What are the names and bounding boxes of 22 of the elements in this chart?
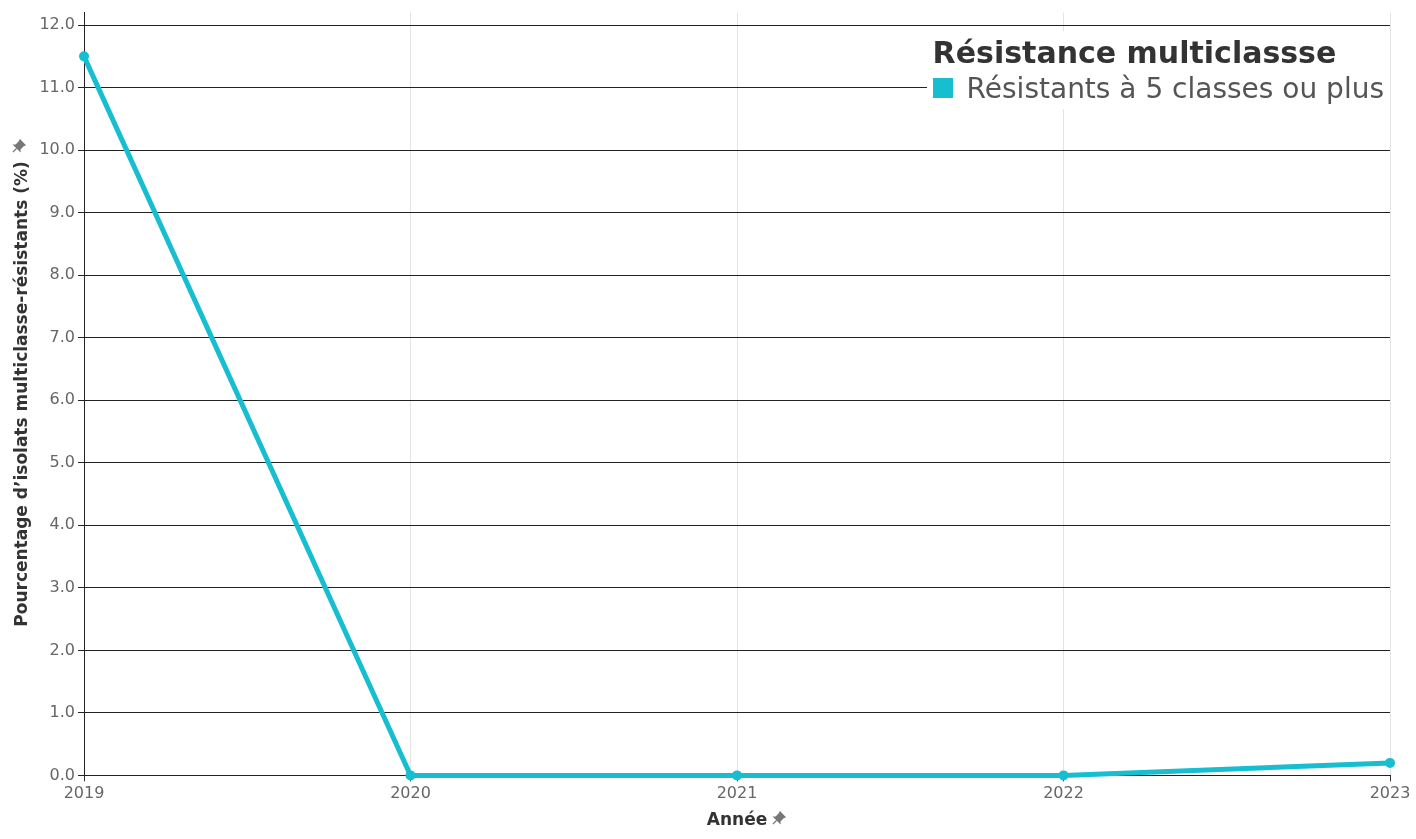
- y-tick-label: 12.0: [39, 14, 76, 34]
- legend-title: Résistance multiclassse: [932, 34, 1338, 70]
- y-tick-label: 0.0: [49, 764, 76, 784]
- x-tick-label: 2022: [1043, 783, 1084, 803]
- legend-label: Résistants à 5 classes ou plus: [966, 71, 1384, 105]
- y-tick-label: 3.0: [49, 576, 76, 596]
- x-axis-title: Année: [706, 809, 768, 830]
- y-tick-label: 11.0: [39, 76, 76, 96]
- y-tick-label: 10.0: [39, 139, 76, 159]
- y-tick-label: 6.0: [49, 389, 76, 409]
- y-tick-label: 5.0: [49, 451, 76, 471]
- y-tick-label: 4.0: [49, 514, 76, 534]
- y-tick-label: 9.0: [49, 201, 76, 221]
- y-tick-label: 7.0: [49, 326, 76, 346]
- y-axis-title: Pourcentage d’isolats multiclasse-résistants (%): [10, 161, 31, 627]
- x-tick-label: 2020: [390, 783, 431, 803]
- x-tick-label: 2019: [63, 783, 105, 803]
- x-tick-label: 2023: [1369, 783, 1411, 803]
- y-tick-label: 2.0: [49, 639, 76, 659]
- y-tick-label: 8.0: [49, 264, 76, 284]
- x-tick-label: 2021: [716, 783, 758, 803]
- y-tick-label: 1.0: [49, 702, 76, 722]
